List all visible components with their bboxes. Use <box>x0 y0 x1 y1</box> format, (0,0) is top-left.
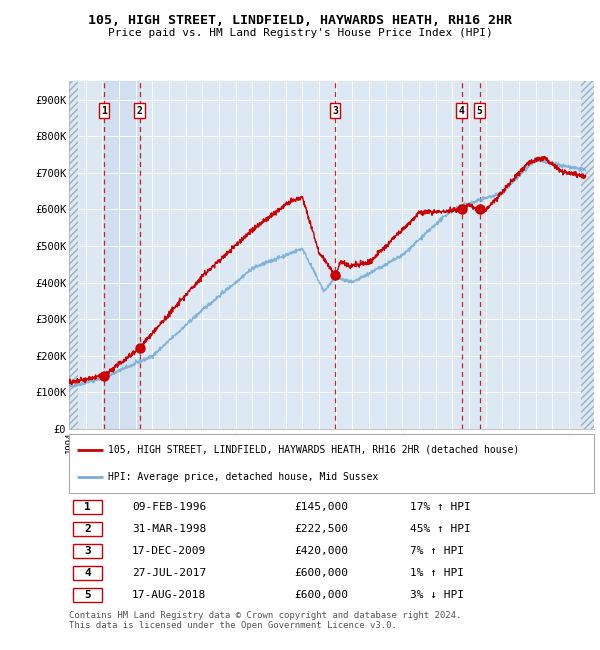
Text: Price paid vs. HM Land Registry's House Price Index (HPI): Price paid vs. HM Land Registry's House … <box>107 28 493 38</box>
Bar <box>104 81 140 429</box>
Text: 2: 2 <box>137 105 143 116</box>
Text: 3: 3 <box>84 546 91 556</box>
Bar <box>69 81 78 429</box>
Text: 1: 1 <box>84 502 91 512</box>
Text: 105, HIGH STREET, LINDFIELD, HAYWARDS HEATH, RH16 2HR: 105, HIGH STREET, LINDFIELD, HAYWARDS HE… <box>88 14 512 27</box>
Text: 2: 2 <box>84 524 91 534</box>
Text: 09-FEB-1996: 09-FEB-1996 <box>132 502 206 512</box>
Text: 17-DEC-2009: 17-DEC-2009 <box>132 546 206 556</box>
Text: 3% ↓ HPI: 3% ↓ HPI <box>410 590 464 600</box>
Text: Contains HM Land Registry data © Crown copyright and database right 2024.
This d: Contains HM Land Registry data © Crown c… <box>69 611 461 630</box>
Text: £600,000: £600,000 <box>295 590 349 600</box>
Text: £600,000: £600,000 <box>295 568 349 578</box>
Text: 27-JUL-2017: 27-JUL-2017 <box>132 568 206 578</box>
Text: 4: 4 <box>84 568 91 578</box>
Text: 17% ↑ HPI: 17% ↑ HPI <box>410 502 471 512</box>
Text: £145,000: £145,000 <box>295 502 349 512</box>
FancyBboxPatch shape <box>73 500 102 514</box>
Text: £222,500: £222,500 <box>295 524 349 534</box>
Bar <box>581 81 600 429</box>
FancyBboxPatch shape <box>69 434 594 493</box>
Text: 5: 5 <box>476 105 482 116</box>
FancyBboxPatch shape <box>73 522 102 536</box>
FancyBboxPatch shape <box>73 566 102 580</box>
FancyBboxPatch shape <box>73 544 102 558</box>
Text: 7% ↑ HPI: 7% ↑ HPI <box>410 546 464 556</box>
Text: HPI: Average price, detached house, Mid Sussex: HPI: Average price, detached house, Mid … <box>109 472 379 482</box>
Text: 17-AUG-2018: 17-AUG-2018 <box>132 590 206 600</box>
Text: 1% ↑ HPI: 1% ↑ HPI <box>410 568 464 578</box>
Text: 5: 5 <box>84 590 91 600</box>
Text: 31-MAR-1998: 31-MAR-1998 <box>132 524 206 534</box>
Text: £420,000: £420,000 <box>295 546 349 556</box>
FancyBboxPatch shape <box>73 588 102 602</box>
Text: 45% ↑ HPI: 45% ↑ HPI <box>410 524 471 534</box>
Text: 3: 3 <box>332 105 338 116</box>
Text: 105, HIGH STREET, LINDFIELD, HAYWARDS HEATH, RH16 2HR (detached house): 105, HIGH STREET, LINDFIELD, HAYWARDS HE… <box>109 445 520 455</box>
Text: 1: 1 <box>101 105 107 116</box>
Text: 4: 4 <box>459 105 465 116</box>
